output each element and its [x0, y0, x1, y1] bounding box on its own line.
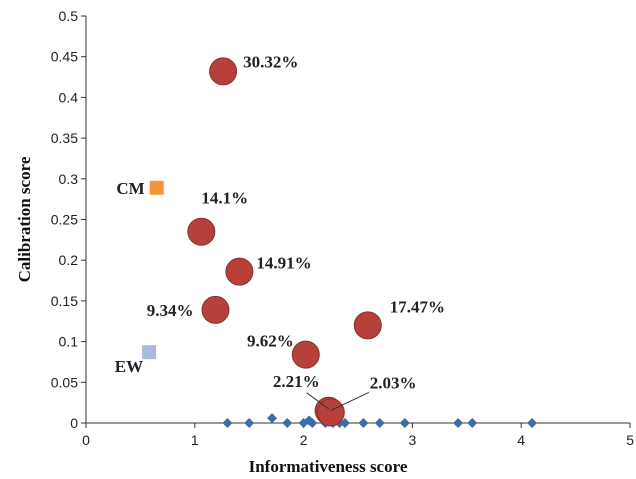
diamond-point	[399, 418, 410, 428]
diamond-series	[222, 413, 538, 428]
x-tick-label: 2	[300, 432, 308, 448]
diamond-point	[267, 413, 278, 424]
diamond-point	[453, 418, 464, 428]
diamond-point	[467, 418, 478, 428]
data-label: 9.34%	[147, 301, 194, 320]
y-tick-label: 0.05	[51, 374, 78, 390]
y-tick-label: 0.3	[59, 171, 79, 187]
x-tick-label: 0	[82, 432, 90, 448]
data-label: 2.03%	[370, 373, 417, 392]
y-tick-label: 0	[70, 415, 78, 431]
square-point	[142, 345, 157, 360]
y-tick-label: 0.1	[59, 334, 79, 350]
x-tick-label: 5	[626, 432, 634, 448]
data-labels: 30.32% 14.1% 14.91% 9.34% 17.47% 9.62% 2.21% 2.…	[115, 52, 445, 411]
circle-point	[353, 311, 382, 340]
data-label: 9.62%	[247, 332, 294, 351]
square-series	[142, 180, 164, 360]
y-tick-label: 0.15	[51, 293, 78, 309]
tick-labels: 0 0.05 0.1 0.15 0.2 0.25 0.3 0.35 0.4 0.45 0.5 0 1 2 3…	[51, 8, 634, 448]
diamond-point	[358, 418, 369, 428]
circle-point	[201, 295, 230, 324]
y-tick-label: 0.4	[59, 89, 79, 105]
circle-point	[291, 340, 320, 369]
circle-point	[209, 57, 238, 86]
circle-series	[187, 57, 382, 427]
diamond-point	[222, 418, 233, 428]
x-axis-title: Informativeness score	[249, 457, 408, 476]
x-tick-label: 1	[191, 432, 199, 448]
circle-point	[225, 257, 254, 286]
y-tick-label: 0.2	[59, 252, 79, 268]
y-tick-label: 0.25	[51, 212, 78, 228]
data-label: 30.32%	[243, 52, 298, 71]
x-tick-label: 3	[409, 432, 417, 448]
axes	[81, 15, 631, 428]
diamond-point	[244, 418, 255, 428]
data-label: 17.47%	[390, 297, 445, 316]
diamond-point	[307, 418, 318, 428]
diamond-point	[282, 418, 293, 428]
y-tick-label: 0.35	[51, 130, 78, 146]
y-tick-label: 0.45	[51, 49, 78, 65]
x-tick-label: 4	[517, 432, 525, 448]
y-tick-label: 0.5	[59, 8, 79, 24]
y-axis-title: Calibration score	[15, 156, 34, 282]
square-point	[149, 180, 164, 195]
diamond-point	[339, 418, 350, 428]
leader-line	[330, 391, 370, 411]
data-label: 14.91%	[256, 254, 311, 273]
point-name-label: CM	[116, 179, 144, 198]
data-label: 14.1%	[201, 189, 248, 208]
diamond-point	[527, 418, 538, 428]
diamond-point	[374, 418, 385, 428]
point-name-label: EW	[115, 357, 143, 376]
data-label: 2.21%	[273, 372, 320, 391]
leader-line	[306, 392, 329, 410]
circle-point	[187, 217, 216, 246]
